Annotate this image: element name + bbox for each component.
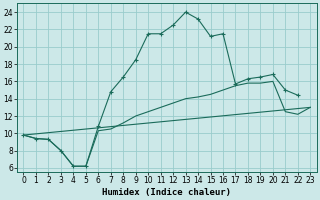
X-axis label: Humidex (Indice chaleur): Humidex (Indice chaleur): [102, 188, 231, 197]
